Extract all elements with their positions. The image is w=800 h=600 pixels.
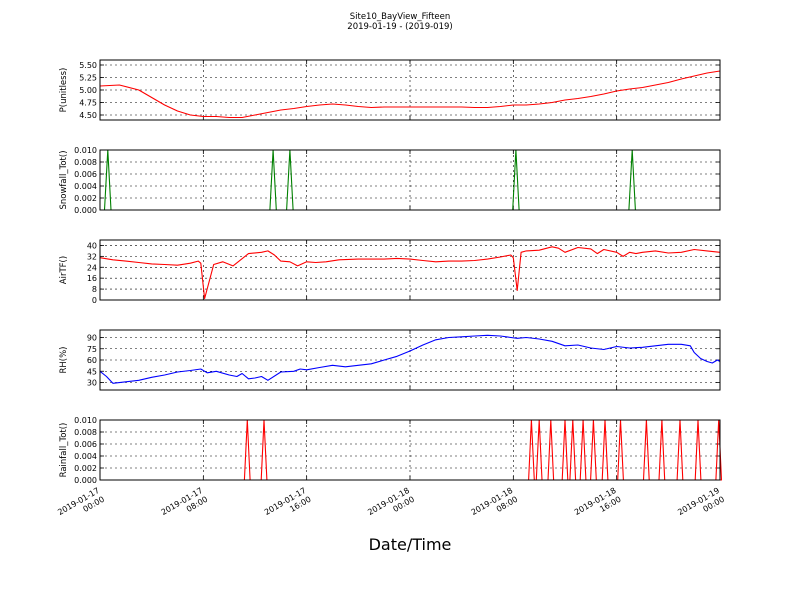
panel-frame (99, 149, 721, 211)
y-axis-label: RH(%) (59, 346, 69, 373)
panel-frame (99, 59, 721, 121)
y-tick-label: 0.004 (74, 182, 97, 191)
panel-5: 0.000 0.002 0.004 0.006 0.008 0.010 Rainfall_T… (59, 416, 723, 485)
y-tick-label: 4.50 (79, 111, 97, 120)
y-tick-label: 0.010 (74, 416, 97, 425)
y-tick-label: 0.006 (74, 440, 97, 449)
y-axis-label: P(unitless) (59, 68, 69, 113)
series-line (99, 334, 721, 384)
panel-frame (99, 419, 721, 481)
x-tick-label: 2019-01-1800:00 (366, 486, 416, 526)
series-line (99, 70, 721, 119)
panel-2: 0.000 0.002 0.004 0.006 0.008 0.010 Snowfall_T… (59, 146, 721, 215)
panel-frame (99, 329, 721, 391)
panel-frame (99, 239, 721, 301)
x-tick-label: 2019-01-1900:00 (676, 486, 726, 526)
y-tick-label: 0.010 (74, 146, 97, 155)
y-tick-label: 0.000 (74, 206, 97, 215)
panels-group: 4.504.755.005.255.50P(unitless)0.0000.00… (59, 59, 723, 485)
series-line (99, 246, 721, 300)
y-tick-label: 5.50 (79, 61, 97, 70)
y-tick-label: 0.004 (74, 452, 97, 461)
y-axis-label: Snowfall_Tot() (59, 150, 69, 209)
y-tick-label: 40 (87, 241, 97, 250)
panel-1: 4.50 4.75 5.00 5.25 5.50 P(unitless) (59, 59, 721, 121)
y-tick-label: 0.002 (74, 464, 97, 473)
y-tick-label: 8 (92, 285, 97, 294)
panel-3: 0 8 16 24 32 40 AirTF() (59, 239, 721, 305)
x-tick-label: 2019-01-1716:00 (263, 486, 313, 526)
y-tick-label: 5.25 (79, 74, 97, 83)
y-tick-label: 75 (87, 345, 97, 354)
y-tick-label: 90 (87, 334, 97, 343)
y-tick-label: 30 (87, 379, 97, 388)
y-tick-label: 4.75 (79, 99, 97, 108)
x-axis-label: Date/Time (369, 535, 452, 554)
y-tick-label: 0.008 (74, 158, 97, 167)
y-tick-label: 0.002 (74, 194, 97, 203)
chart-subtitle: 2019-01-19 - (2019-019) (347, 22, 452, 32)
chart-title: Site10_BayView_Fifteen (350, 12, 451, 22)
x-tick-label: 2019-01-1808:00 (470, 486, 520, 526)
y-tick-label: 45 (87, 367, 97, 376)
y-axis-label: Rainfall_Tot() (59, 423, 69, 478)
panel-4: 30 45 60 75 90 RH(%) (59, 329, 721, 391)
y-tick-label: 5.00 (79, 86, 97, 95)
series-line (100, 419, 723, 481)
y-tick-label: 60 (87, 356, 97, 365)
y-tick-label: 0.008 (74, 428, 97, 437)
y-tick-label: 0.000 (74, 476, 97, 485)
x-tick-labels: 2019-01-1700:00 2019-01-1708:00 2019-01-17… (56, 486, 726, 526)
x-tick-label: 2019-01-1700:00 (56, 486, 106, 526)
y-tick-label: 24 (87, 263, 97, 272)
x-tick-label: 2019-01-1708:00 (160, 486, 210, 526)
y-tick-label: 16 (87, 274, 97, 283)
y-tick-label: 32 (87, 252, 97, 261)
y-tick-label: 0.006 (74, 170, 97, 179)
y-tick-label: 0 (92, 296, 97, 305)
y-axis-label: AirTF() (59, 256, 69, 284)
x-tick-label: 2019-01-1816:00 (573, 486, 623, 526)
